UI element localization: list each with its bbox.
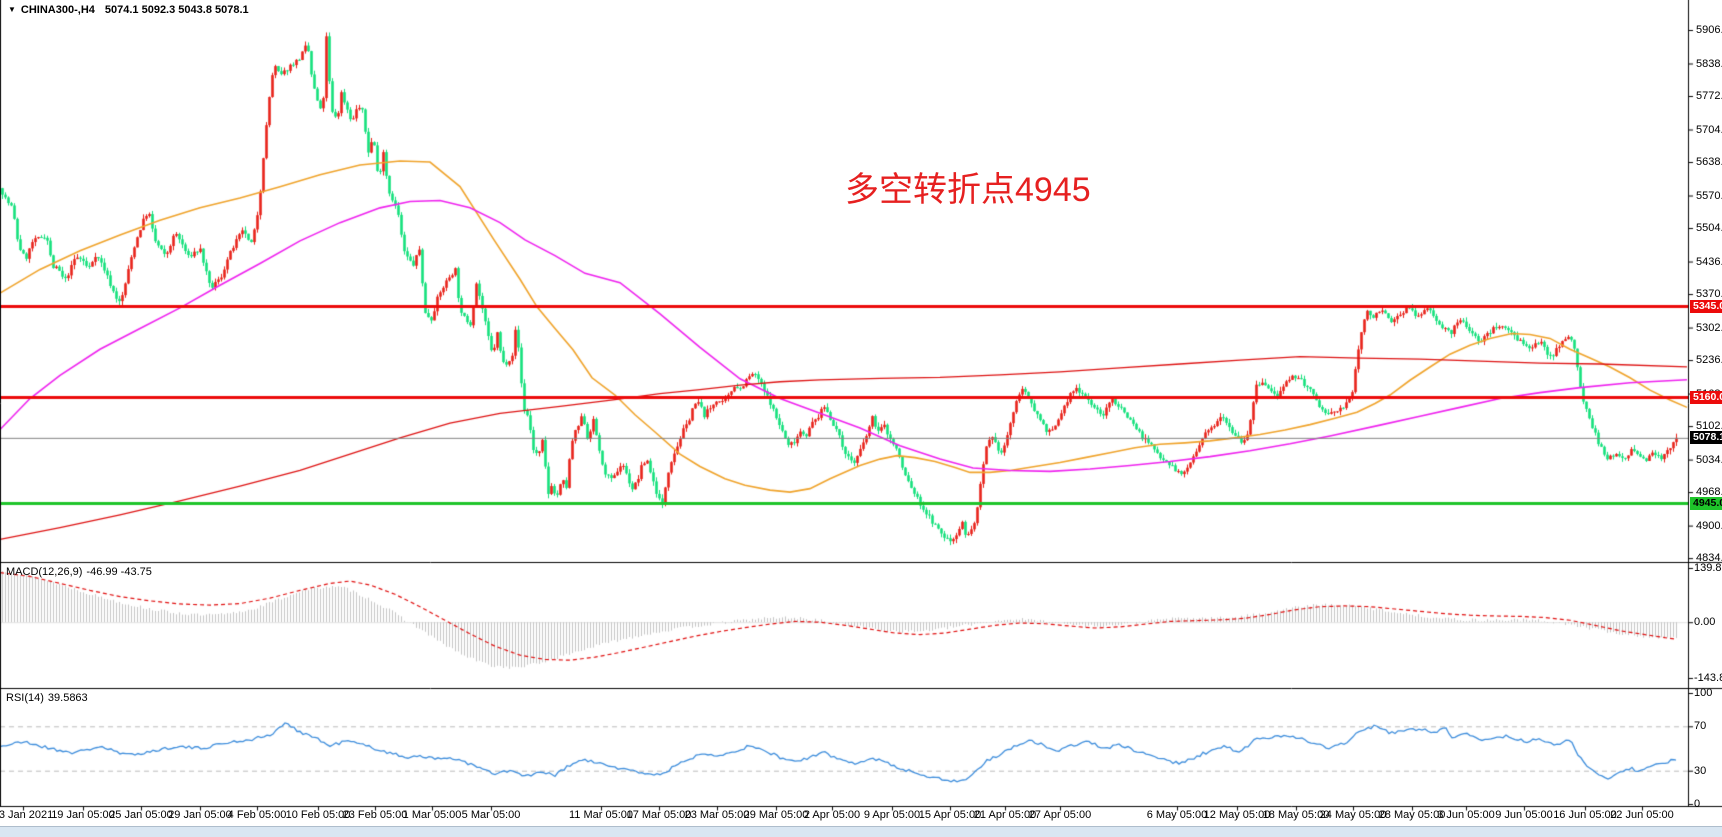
macd-values: -46.99 -43.75	[86, 566, 152, 578]
macd-label: MACD(12,26,9) -46.99 -43.75	[6, 566, 156, 578]
chart-title: ▼ CHINA300-,H4 5074.1 5092.3 5043.8 5078.1	[8, 4, 249, 16]
status-strip	[0, 826, 1722, 837]
symbol-dropdown-icon: ▼	[8, 5, 16, 14]
ohlc-values: 5074.1 5092.3 5043.8 5078.1	[104, 4, 249, 16]
rsi-value: 39.5863	[47, 692, 88, 704]
macd-name: MACD(12,26,9)	[6, 566, 83, 578]
rsi-label: RSI(14) 39.5863	[6, 692, 92, 704]
rsi-name: RSI(14)	[6, 692, 44, 704]
symbol-timeframe: CHINA300-,H4	[20, 4, 95, 16]
pivot-annotation-text: 多空转折点4945	[845, 171, 1091, 209]
